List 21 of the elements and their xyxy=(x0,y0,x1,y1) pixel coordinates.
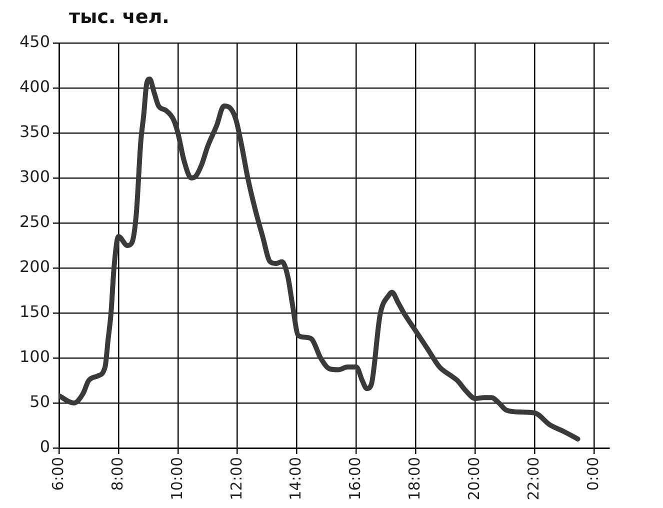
y-tick-label: 50 xyxy=(30,392,50,412)
x-tick-label: 20:00 xyxy=(465,457,484,500)
x-tick-label: 10:00 xyxy=(168,457,186,500)
y-tick-label: 150 xyxy=(19,302,50,322)
x-tick-label: 22:00 xyxy=(524,457,543,500)
y-tick-label: 250 xyxy=(19,212,50,232)
y-tick-label: 300 xyxy=(19,167,50,186)
y-axis-title: тыс. чел. xyxy=(69,6,170,28)
y-tick-label: 0 xyxy=(40,437,50,456)
y-tick-label: 200 xyxy=(19,257,50,276)
x-tick-label: 8:00 xyxy=(108,457,126,491)
x-tick-label: 12:00 xyxy=(227,457,246,500)
y-tick-label: 350 xyxy=(19,122,50,142)
y-tick-label: 100 xyxy=(19,347,50,366)
y-tick-label: 450 xyxy=(19,32,50,52)
x-tick-label: 14:00 xyxy=(286,457,305,500)
x-tick-label: 6:00 xyxy=(48,457,67,491)
x-tick-label: 0:00 xyxy=(584,457,602,491)
x-tick-label: 16:00 xyxy=(346,457,364,500)
x-tick-label: 18:00 xyxy=(406,457,424,500)
y-tick-label: 400 xyxy=(19,77,50,96)
